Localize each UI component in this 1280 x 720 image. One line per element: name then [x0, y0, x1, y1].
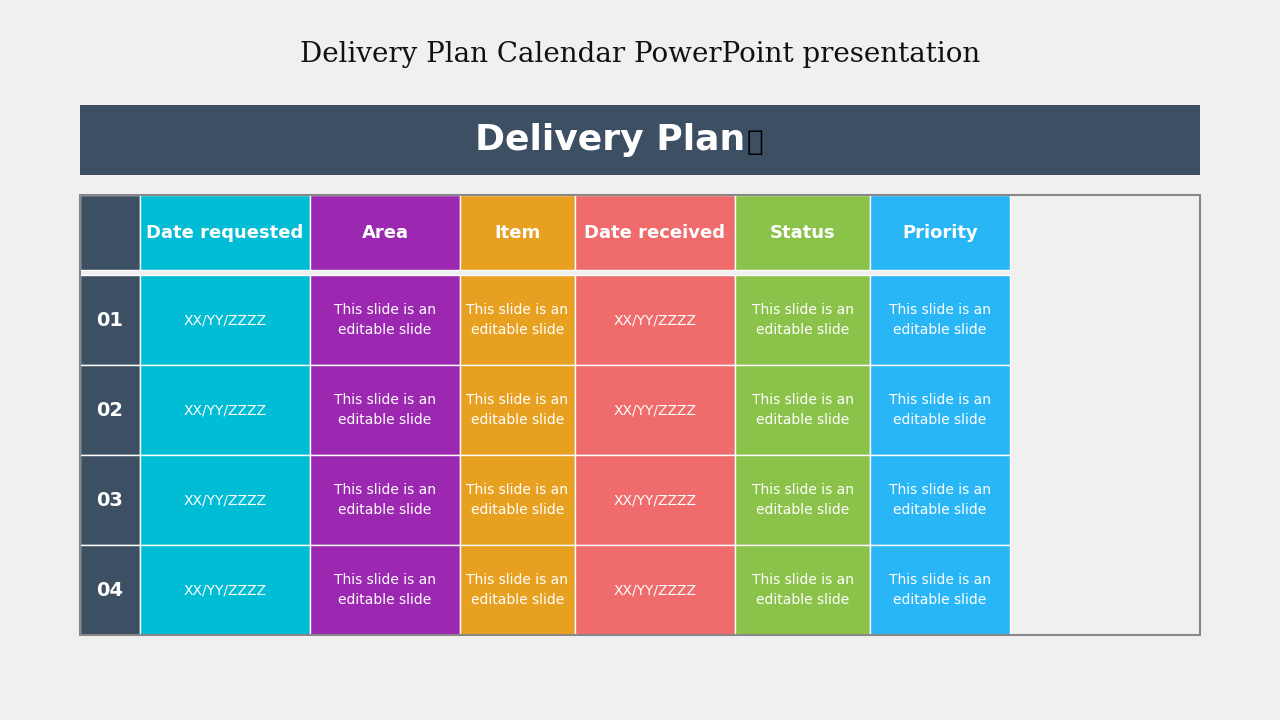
Text: This slide is an
editable slide: This slide is an editable slide [890, 573, 991, 607]
Text: XX/YY/ZZZZ: XX/YY/ZZZZ [613, 403, 696, 417]
Bar [575, 275, 735, 365]
Bar [310, 545, 460, 635]
Bar [575, 365, 735, 455]
Bar [310, 455, 460, 545]
Bar [79, 195, 1201, 635]
Text: Area: Area [361, 223, 408, 241]
Text: Date requested: Date requested [146, 223, 303, 241]
Bar [735, 455, 870, 545]
Bar [140, 275, 310, 365]
Text: This slide is an
editable slide: This slide is an editable slide [466, 483, 568, 517]
Bar [575, 195, 735, 270]
Text: Priority: Priority [902, 223, 978, 241]
Text: XX/YY/ZZZZ: XX/YY/ZZZZ [183, 403, 266, 417]
Text: This slide is an
editable slide: This slide is an editable slide [334, 573, 436, 607]
Text: 04: 04 [96, 580, 123, 600]
Bar [140, 195, 310, 270]
Bar [79, 365, 140, 455]
Text: 🚚: 🚚 [746, 128, 763, 156]
Bar [310, 275, 460, 365]
Text: This slide is an
editable slide: This slide is an editable slide [466, 303, 568, 337]
Bar [575, 545, 735, 635]
Bar [140, 455, 310, 545]
Bar [140, 365, 310, 455]
Bar [870, 275, 1010, 365]
Text: This slide is an
editable slide: This slide is an editable slide [890, 303, 991, 337]
Text: This slide is an
editable slide: This slide is an editable slide [751, 393, 854, 427]
Text: This slide is an
editable slide: This slide is an editable slide [890, 483, 991, 517]
Text: XX/YY/ZZZZ: XX/YY/ZZZZ [613, 313, 696, 327]
Text: 03: 03 [96, 490, 123, 510]
Text: This slide is an
editable slide: This slide is an editable slide [334, 393, 436, 427]
Bar [460, 455, 575, 545]
Text: XX/YY/ZZZZ: XX/YY/ZZZZ [183, 583, 266, 597]
Bar [140, 545, 310, 635]
Bar [460, 545, 575, 635]
Text: Delivery Plan: Delivery Plan [475, 123, 745, 157]
Text: This slide is an
editable slide: This slide is an editable slide [466, 573, 568, 607]
Text: This slide is an
editable slide: This slide is an editable slide [751, 303, 854, 337]
Text: XX/YY/ZZZZ: XX/YY/ZZZZ [183, 493, 266, 507]
Bar [735, 275, 870, 365]
Text: 02: 02 [96, 400, 123, 420]
Bar [460, 195, 575, 270]
Bar [870, 195, 1010, 270]
Text: Status: Status [769, 223, 836, 241]
Bar [575, 455, 735, 545]
Text: XX/YY/ZZZZ: XX/YY/ZZZZ [613, 583, 696, 597]
Bar [460, 275, 575, 365]
Text: Date received: Date received [585, 223, 726, 241]
Bar [735, 545, 870, 635]
Text: This slide is an
editable slide: This slide is an editable slide [334, 483, 436, 517]
Bar [735, 195, 870, 270]
Text: XX/YY/ZZZZ: XX/YY/ZZZZ [613, 493, 696, 507]
Text: This slide is an
editable slide: This slide is an editable slide [334, 303, 436, 337]
Text: This slide is an
editable slide: This slide is an editable slide [890, 393, 991, 427]
Text: This slide is an
editable slide: This slide is an editable slide [751, 573, 854, 607]
Bar [79, 105, 1201, 175]
Bar [310, 365, 460, 455]
Bar [79, 195, 140, 270]
Bar [460, 365, 575, 455]
Bar [79, 545, 140, 635]
Bar [870, 365, 1010, 455]
Text: XX/YY/ZZZZ: XX/YY/ZZZZ [183, 313, 266, 327]
Bar [870, 545, 1010, 635]
Bar [735, 365, 870, 455]
Bar [870, 455, 1010, 545]
Text: This slide is an
editable slide: This slide is an editable slide [466, 393, 568, 427]
Text: This slide is an
editable slide: This slide is an editable slide [751, 483, 854, 517]
Text: 01: 01 [96, 310, 123, 330]
Bar [79, 275, 140, 365]
Text: Delivery Plan Calendar PowerPoint presentation: Delivery Plan Calendar PowerPoint presen… [300, 42, 980, 68]
Bar [310, 195, 460, 270]
Text: Item: Item [494, 223, 540, 241]
Bar [79, 455, 140, 545]
